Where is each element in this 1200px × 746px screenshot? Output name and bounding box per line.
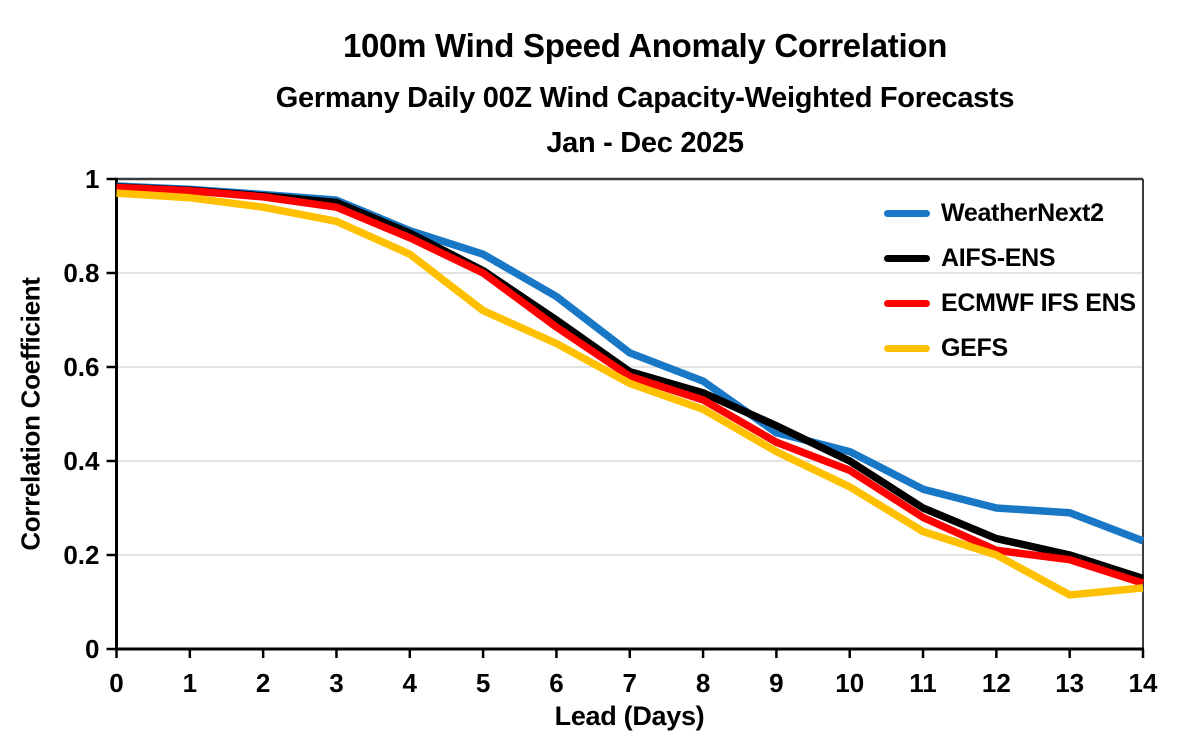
x-tick-label: 4 — [403, 668, 418, 698]
x-tick-label: 2 — [256, 668, 270, 698]
x-tick-label: 0 — [109, 668, 123, 698]
legend-item: GEFS — [884, 326, 1136, 371]
series-line-gefs — [116, 189, 1144, 599]
legend-swatch-aifs-ens — [884, 255, 930, 262]
legend-swatch-weathernext2 — [884, 210, 930, 217]
x-tick-label: 1 — [183, 668, 197, 698]
x-tick-label: 12 — [982, 668, 1011, 698]
y-axis-title: Correlation Coefficient — [15, 277, 46, 551]
legend-label: GEFS — [941, 334, 1008, 362]
legend-item: WeatherNext2 — [884, 191, 1136, 236]
legend: WeatherNext2 AIFS-ENS ECMWF IFS ENS GEFS — [884, 191, 1136, 371]
legend-swatch-ecmwf-ifs-ens — [884, 300, 930, 307]
chart-subtitle: Germany Daily 00Z Wind Capacity-Weighted… — [275, 82, 1015, 114]
y-tick-label: 0.4 — [63, 446, 100, 476]
chart-title: 100m Wind Speed Anomaly Correlation — [342, 27, 948, 64]
legend-label: ECMWF IFS ENS — [941, 289, 1136, 317]
legend-item: AIFS-ENS — [884, 236, 1136, 281]
x-tick-label: 11 — [909, 668, 937, 698]
legend-swatch-gefs — [884, 345, 930, 352]
x-tick-label: 8 — [696, 668, 710, 698]
y-tick-label: 0.8 — [63, 258, 99, 288]
x-tick-label: 14 — [1129, 668, 1158, 698]
series-line-ecmwf-ifs-ens — [116, 183, 1145, 587]
x-axis-title: Lead (Days) — [554, 701, 705, 731]
x-tick-label: 9 — [769, 668, 783, 698]
legend-label: AIFS-ENS — [941, 244, 1056, 272]
y-tick-label: 0 — [85, 634, 99, 664]
y-tick-label: 0.6 — [63, 352, 99, 382]
legend-label: WeatherNext2 — [941, 199, 1104, 227]
x-tick-label: 13 — [1055, 668, 1084, 698]
x-tick-label: 7 — [623, 668, 637, 698]
x-tick-label: 3 — [329, 668, 343, 698]
x-tick-label: 5 — [476, 668, 490, 698]
chart-period: Jan - Dec 2025 — [546, 127, 744, 159]
legend-item: ECMWF IFS ENS — [884, 281, 1136, 326]
x-tick-label: 10 — [835, 668, 864, 698]
y-tick-label: 0.2 — [63, 540, 99, 570]
x-tick-label: 6 — [549, 668, 563, 698]
y-tick-label: 1 — [85, 164, 99, 194]
